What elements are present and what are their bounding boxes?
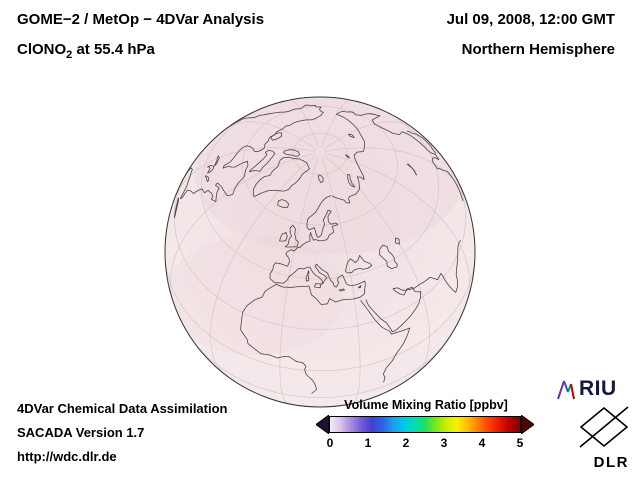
dlr-logo-text: DLR: [593, 454, 629, 471]
tick-label-1: 1: [364, 436, 372, 450]
species-name: ClONO: [17, 41, 67, 58]
colorbar: Volume Mixing Ratio [ppbv] 0 1 2 3 4 5: [316, 398, 536, 451]
tick-label-5: 5: [516, 436, 524, 450]
riu-logo: RIU: [556, 377, 617, 401]
coastlines: [173, 104, 464, 394]
tick-label-4: 4: [478, 436, 486, 450]
dlr-logo-icon: [579, 406, 629, 448]
tick-label-0: 0: [326, 436, 334, 450]
version-label: SACADA Version 1.7: [17, 425, 145, 440]
species-subscript: 2: [66, 49, 73, 61]
riu-logo-text: RIU: [579, 377, 617, 400]
credits-block: 4DVar Chemical Data Assimilation SACADA …: [17, 397, 228, 469]
dlr-logo: DLR: [573, 406, 629, 471]
datetime-label: Jul 09, 2008, 12:00 GMT: [446, 11, 615, 28]
colorbar-row: [316, 415, 536, 434]
pressure-level: at 55.4 hPa: [72, 41, 155, 58]
datetime-block: Jul 09, 2008, 12:00 GMT Northern Hemisph…: [447, 11, 615, 59]
species-level-title: ClONO2 at 55.4 hPa: [17, 41, 264, 64]
tick-label-2: 2: [402, 436, 410, 450]
tick-label-3: 3: [440, 436, 448, 450]
hemisphere-label: Northern Hemisphere: [461, 41, 615, 58]
assimilation-label: 4DVar Chemical Data Assimilation: [17, 401, 228, 416]
colorbar-title: Volume Mixing Ratio [ppbv]: [344, 398, 508, 412]
url-label: http://wdc.dlr.de: [17, 449, 117, 464]
colorbar-underflow-arrow: [316, 415, 329, 434]
colorbar-tick-labels: 0 1 2 3 4 5: [316, 436, 536, 451]
colorbar-overflow-arrow: [521, 415, 534, 434]
analysis-title: GOME−2 / MetOp − 4DVar Analysis: [17, 11, 265, 28]
riu-logo-icon: [557, 380, 575, 400]
title-block: GOME−2 / MetOp − 4DVar Analysis ClONO2 a…: [17, 11, 264, 64]
colorbar-gradient: [329, 416, 521, 433]
graticule: [165, 97, 475, 404]
